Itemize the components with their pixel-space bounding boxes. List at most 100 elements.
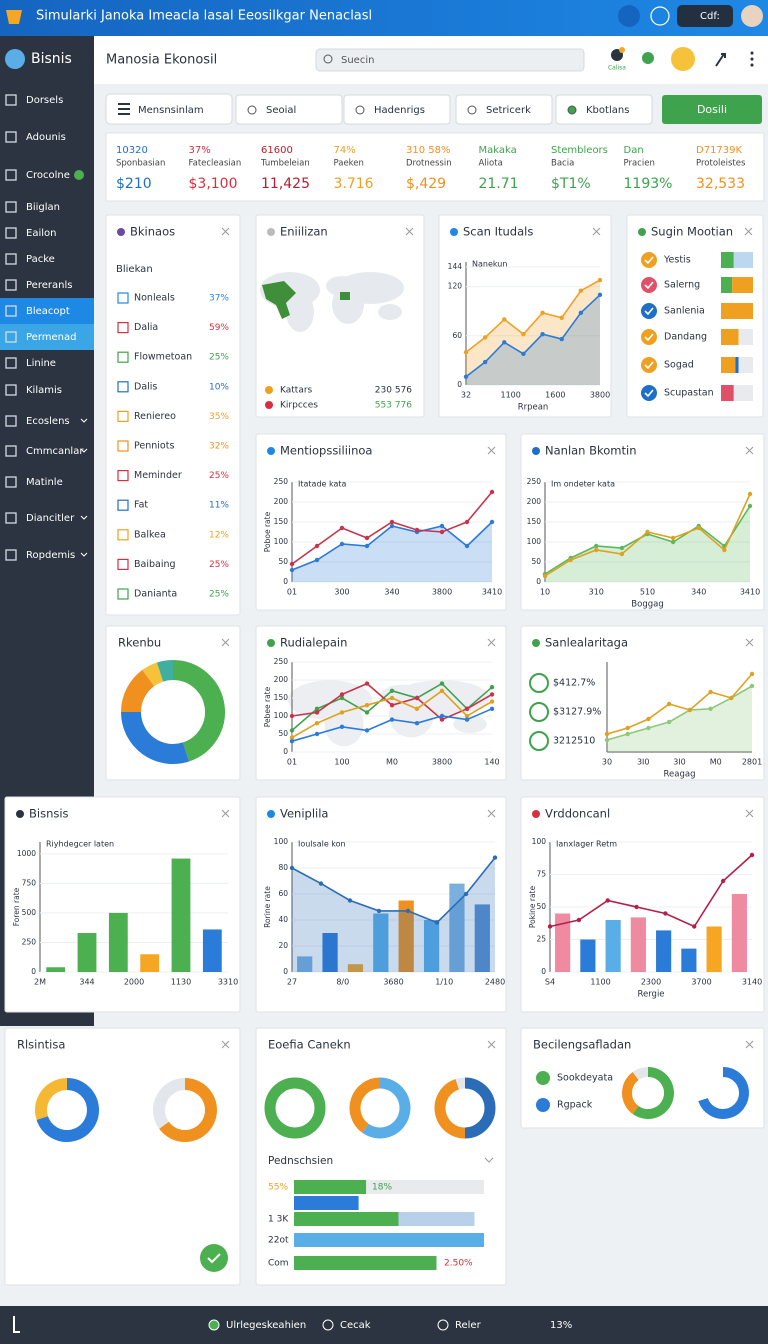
- point: [540, 310, 545, 316]
- notify-dot: [619, 47, 625, 53]
- close-button[interactable]: [487, 446, 496, 455]
- donut-segment: [697, 1067, 724, 1102]
- stat-top: 74%: [334, 145, 356, 156]
- share-icon[interactable]: [715, 53, 726, 67]
- y-tick-label: 100: [527, 537, 542, 546]
- panel-icon: [638, 228, 646, 236]
- status-icon[interactable]: [642, 52, 654, 64]
- donut-segment: [434, 1078, 466, 1139]
- x-tick-label: 30: [602, 758, 612, 767]
- x-tick-label: 8/0: [336, 978, 349, 987]
- nav-label[interactable]: Crocolne: [26, 170, 70, 181]
- panel-title: Veniplila: [280, 807, 328, 821]
- area-fill: [292, 522, 492, 582]
- header-avatar[interactable]: [671, 47, 695, 71]
- list-name: Penniots: [134, 441, 174, 452]
- nav-label[interactable]: Biiglan: [26, 202, 60, 213]
- x-axis-title: Boggag: [631, 600, 663, 610]
- x-tick-label: 3800: [432, 588, 452, 597]
- x-tick-label: 01: [287, 588, 297, 597]
- point: [749, 671, 755, 677]
- y-axis-title: Foren rate: [12, 887, 21, 926]
- list-value: 11%: [209, 501, 229, 511]
- y-tick-label: 250: [274, 657, 289, 666]
- list-icon: [117, 351, 129, 363]
- tab-label: Kbotlans: [586, 105, 629, 116]
- close-button[interactable]: [745, 809, 754, 818]
- legend-value: 553 776: [375, 401, 412, 411]
- search-button[interactable]: [618, 5, 640, 27]
- bar: [322, 933, 338, 972]
- bar: [347, 964, 364, 972]
- menu-button[interactable]: [105, 93, 233, 125]
- close-button[interactable]: [221, 1040, 230, 1049]
- x-tick-label: 1/10: [435, 978, 453, 987]
- y-tick-label: 150: [274, 517, 289, 526]
- y-tick-label: 250: [22, 937, 37, 946]
- donut-segment: [264, 1077, 326, 1139]
- nav-label[interactable]: Ropdemis: [26, 550, 75, 561]
- donut-segment: [36, 1078, 99, 1142]
- footer-icon: [208, 1319, 220, 1331]
- settings-button[interactable]: [650, 6, 670, 26]
- line: [291, 857, 496, 924]
- tab[interactable]: [555, 94, 653, 125]
- close-button[interactable]: [405, 227, 414, 236]
- x-tick-label: 3680: [383, 978, 403, 987]
- brand: Bisnis: [31, 51, 72, 67]
- nav-label[interactable]: Eailon: [26, 228, 56, 239]
- nav-label[interactable]: Dorsels: [26, 95, 63, 106]
- nav-label[interactable]: Permenad: [26, 332, 76, 343]
- point: [502, 340, 507, 345]
- nav-icon: [5, 384, 17, 396]
- point: [625, 731, 630, 737]
- bar: [474, 904, 490, 972]
- nav-label[interactable]: Matinle: [26, 477, 63, 488]
- point: [670, 535, 676, 541]
- nav-label[interactable]: Kilamis: [26, 385, 62, 396]
- brand-logo: [5, 49, 25, 69]
- y-tick-label: 20: [278, 941, 288, 950]
- close-button[interactable]: [745, 638, 754, 647]
- nav-icon: [5, 445, 17, 457]
- close-button[interactable]: [592, 227, 601, 236]
- nav-label[interactable]: Ecoslens: [26, 416, 70, 427]
- nav-label[interactable]: Adounis: [26, 132, 66, 143]
- nav-label[interactable]: Linine: [26, 358, 56, 369]
- tab[interactable]: [235, 94, 343, 125]
- point: [687, 707, 693, 713]
- list-value: 59%: [209, 323, 229, 333]
- nav-label[interactable]: Cmmcanlar: [26, 446, 84, 457]
- y-tick-label: 50: [536, 902, 546, 911]
- action-button[interactable]: [662, 95, 762, 124]
- confirm-button[interactable]: [200, 1244, 228, 1272]
- close-button[interactable]: [221, 638, 230, 647]
- list-value: 25%: [209, 471, 229, 481]
- x-tick-label: 2480: [485, 978, 505, 987]
- close-button[interactable]: [744, 227, 753, 236]
- point: [597, 277, 603, 283]
- close-button[interactable]: [745, 446, 754, 455]
- search-box[interactable]: [315, 48, 585, 72]
- nav-label[interactable]: Packe: [26, 254, 55, 265]
- y-tick-label: 500: [22, 908, 37, 917]
- tab[interactable]: [343, 94, 451, 125]
- tab[interactable]: [455, 94, 553, 125]
- user-button[interactable]: [677, 5, 733, 27]
- close-button[interactable]: [487, 638, 496, 647]
- close-button[interactable]: [487, 1040, 496, 1049]
- confirm-check: [207, 1253, 221, 1264]
- close-button[interactable]: [487, 809, 496, 818]
- nav-label[interactable]: Bleacopt: [26, 306, 70, 317]
- close-button[interactable]: [221, 227, 230, 236]
- nav-label[interactable]: Pereranls: [26, 280, 72, 291]
- nav-label[interactable]: Diancitler: [26, 513, 75, 524]
- user-avatar[interactable]: [741, 5, 763, 27]
- close-button[interactable]: [221, 809, 230, 818]
- stat-value: 1193%: [624, 176, 673, 192]
- point: [619, 545, 625, 551]
- close-button[interactable]: [745, 1040, 754, 1049]
- status-name: Yestis: [663, 255, 691, 266]
- status-check: [644, 307, 654, 316]
- point: [578, 310, 584, 316]
